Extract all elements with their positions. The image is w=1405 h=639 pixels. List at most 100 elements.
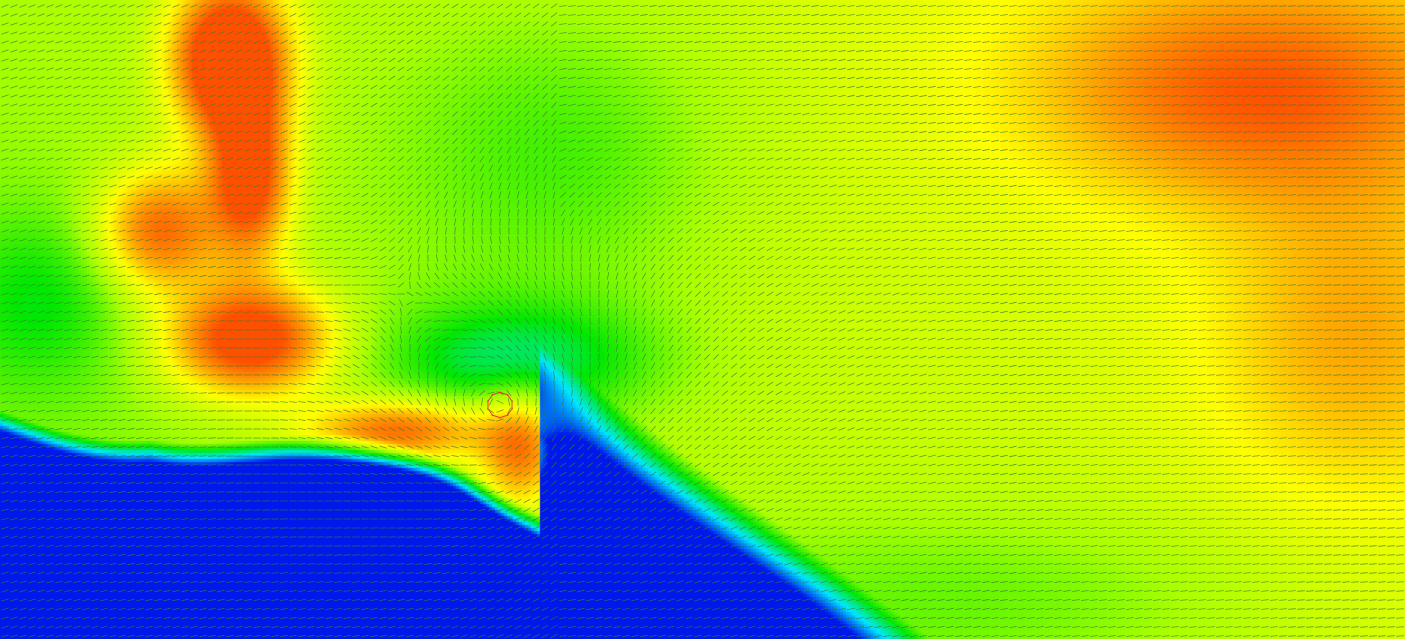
vector-glyph <box>64 58 72 62</box>
vector-glyph <box>154 94 162 98</box>
vector-glyph <box>1360 275 1368 277</box>
vector-glyph <box>739 184 747 188</box>
vector-glyph <box>1225 140 1233 142</box>
vector-glyph <box>19 112 27 116</box>
vector-glyph <box>1036 167 1044 169</box>
vector-glyph <box>262 256 270 260</box>
vector-glyph <box>1 58 9 62</box>
vector-glyph <box>489 254 493 262</box>
vector-glyph <box>820 247 828 251</box>
vector-glyph <box>685 192 693 198</box>
vector-glyph <box>1045 86 1053 88</box>
vector-glyph <box>1225 239 1233 241</box>
vector-glyph <box>1369 104 1377 106</box>
vector-glyph <box>434 200 440 208</box>
vector-glyph <box>820 175 828 179</box>
vector-glyph <box>982 193 990 197</box>
vector-glyph <box>46 31 54 35</box>
vector-glyph <box>470 119 476 127</box>
vector-glyph <box>739 246 747 252</box>
vector-glyph <box>748 85 756 89</box>
vector-glyph <box>109 148 117 152</box>
vector-glyph <box>199 193 207 197</box>
vector-glyph <box>435 254 439 262</box>
vector-glyph <box>1162 59 1170 61</box>
vector-glyph <box>1180 86 1188 88</box>
vector-glyph <box>973 247 981 251</box>
vector-glyph <box>1351 50 1359 52</box>
vector-glyph <box>271 139 279 143</box>
vector-glyph <box>937 175 945 179</box>
vector-glyph <box>1279 95 1287 97</box>
vector-glyph <box>525 191 529 199</box>
vector-glyph <box>883 85 891 89</box>
vector-glyph <box>577 14 585 16</box>
vector-glyph <box>757 94 765 98</box>
vector-glyph <box>883 23 891 25</box>
vector-glyph <box>667 174 675 180</box>
vector-glyph <box>433 48 441 54</box>
vector-glyph <box>1027 247 1035 251</box>
vector-glyph <box>919 247 927 251</box>
vector-glyph <box>784 211 792 215</box>
vector-glyph <box>802 157 810 161</box>
vector-glyph <box>784 31 792 35</box>
vector-glyph <box>730 166 738 170</box>
vector-glyph <box>1 274 9 278</box>
vector-glyph <box>497 102 503 108</box>
vector-glyph <box>811 4 819 8</box>
vector-glyph <box>605 218 611 226</box>
vector-glyph <box>622 76 630 80</box>
vector-glyph <box>1045 68 1053 70</box>
vector-glyph <box>1 265 9 269</box>
vector-glyph <box>1333 194 1341 196</box>
vector-glyph <box>526 236 528 244</box>
vector-glyph <box>766 31 774 35</box>
vector-glyph <box>1072 284 1080 286</box>
vector-glyph <box>145 103 153 107</box>
vector-glyph <box>172 256 180 260</box>
vector-glyph <box>1126 5 1134 7</box>
vector-glyph <box>1108 176 1116 178</box>
vector-glyph <box>703 237 711 243</box>
vector-glyph <box>1207 95 1215 97</box>
vector-glyph <box>406 30 414 36</box>
vector-glyph <box>145 130 153 134</box>
vector-glyph <box>748 157 756 161</box>
vector-glyph <box>820 130 828 134</box>
vector-glyph <box>910 41 918 43</box>
vector-glyph <box>471 191 475 199</box>
vector-glyph <box>577 41 585 43</box>
vector-glyph <box>199 94 207 98</box>
vector-glyph <box>181 238 189 242</box>
vector-glyph <box>82 49 90 53</box>
vector-glyph <box>1270 275 1278 277</box>
vector-glyph <box>244 184 252 188</box>
vector-glyph <box>479 119 485 127</box>
vector-glyph <box>1297 266 1305 268</box>
vector-glyph <box>487 84 495 90</box>
vector-glyph <box>73 76 81 80</box>
vector-glyph <box>118 283 126 287</box>
vector-glyph <box>1342 86 1350 88</box>
vector-glyph <box>766 237 774 243</box>
vector-glyph <box>28 40 36 44</box>
vector-glyph <box>451 282 459 288</box>
vector-glyph <box>298 220 306 224</box>
vector-glyph <box>901 32 909 34</box>
vector-glyph <box>973 86 981 88</box>
vector-glyph <box>937 139 945 143</box>
vector-glyph <box>874 148 882 152</box>
vector-glyph <box>1162 32 1170 34</box>
vector-glyph <box>451 12 459 18</box>
vector-glyph <box>586 14 594 16</box>
vector-glyph <box>388 30 396 36</box>
vector-glyph <box>488 119 494 127</box>
vector-glyph <box>712 174 720 180</box>
vector-glyph <box>280 76 288 80</box>
vector-glyph <box>1 22 9 26</box>
vector-glyph <box>649 112 657 116</box>
vector-glyph <box>856 256 864 260</box>
vector-glyph <box>515 128 521 136</box>
vector-glyph <box>154 184 162 188</box>
